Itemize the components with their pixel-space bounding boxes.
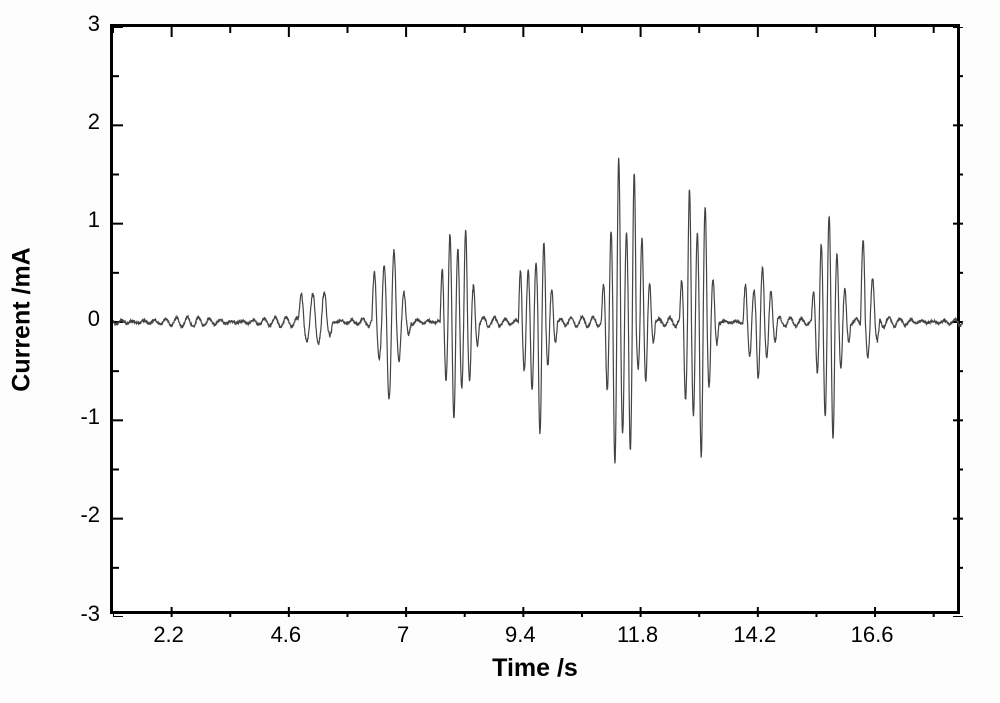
x-tick-label: 7 — [363, 622, 443, 648]
x-tick-label: 9.4 — [480, 622, 560, 648]
current-trace — [113, 158, 963, 464]
x-tick-label: 4.6 — [246, 622, 326, 648]
x-tick-label: 16.6 — [832, 622, 912, 648]
plot-area — [110, 24, 960, 614]
y-tick-label: 1 — [50, 207, 100, 233]
y-tick-label: -2 — [50, 502, 100, 528]
x-tick-label: 2.2 — [129, 622, 209, 648]
y-tick-label: -1 — [50, 404, 100, 430]
signal-trace — [113, 27, 963, 617]
y-tick-label: 3 — [50, 11, 100, 37]
x-axis-label: Time /s — [455, 654, 615, 683]
x-tick-label: 11.8 — [598, 622, 678, 648]
y-tick-label: 2 — [50, 109, 100, 135]
figure: Current /mA Time /s 2.2 4.6 7 9.4 11.8 14.2 16… — [0, 0, 1000, 703]
y-tick-label: -3 — [50, 601, 100, 627]
y-axis-label: Current /mA — [8, 220, 37, 420]
x-tick-label: 14.2 — [715, 622, 795, 648]
y-tick-label: 0 — [50, 306, 100, 332]
